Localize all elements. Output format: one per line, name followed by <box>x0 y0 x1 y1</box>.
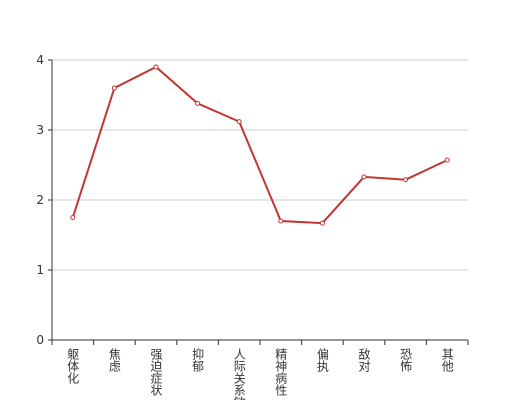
point <box>278 218 284 224</box>
y-tick-label: 4 <box>36 53 44 67</box>
x-tick-label: 强迫症状 <box>149 348 163 396</box>
x-tick-label: 敌对 <box>357 347 371 372</box>
x-tick-label: 恐怖 <box>399 348 413 372</box>
point <box>153 64 159 70</box>
point <box>111 85 117 91</box>
point <box>236 119 242 125</box>
point <box>403 177 409 183</box>
point <box>444 157 450 163</box>
x-tick-label: 其他 <box>440 348 454 372</box>
y-tick-label: 1 <box>36 263 44 277</box>
point <box>319 220 325 226</box>
x-tick-label: 人际关系敏感 <box>232 348 246 400</box>
y-tick-label: 3 <box>36 123 44 137</box>
point <box>361 174 367 180</box>
point <box>70 215 76 220</box>
x-tick-label: 躯体化 <box>66 347 80 385</box>
point <box>195 100 201 106</box>
x-tick-label: 焦虑 <box>107 348 121 372</box>
line <box>71 65 448 225</box>
x-tick-label: 精神病性 <box>274 348 288 397</box>
y-tick-label: 2 <box>36 193 44 207</box>
x-tick-label: 偏执 <box>315 347 329 373</box>
y-tick-label: 0 <box>36 333 44 347</box>
x-tick-label: 抑郁 <box>191 347 205 373</box>
